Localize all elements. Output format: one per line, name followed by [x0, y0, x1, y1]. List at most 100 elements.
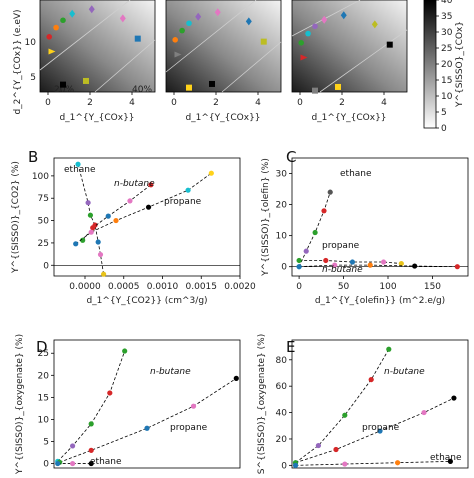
data-point: [97, 251, 104, 258]
top-marker: [371, 20, 378, 29]
top-marker: [48, 48, 56, 55]
data-point: [105, 213, 111, 219]
data-point: [368, 376, 374, 383]
colorbar-tick-label: 40: [441, 0, 453, 6]
ytick-label: 50: [38, 217, 50, 227]
top-ytick-10: 10: [25, 38, 37, 48]
data-point: [75, 161, 81, 167]
xtick-label: 2: [339, 98, 345, 108]
top-marker: [245, 17, 252, 26]
panel-letter-b: B: [28, 148, 38, 166]
contour-line: [94, 39, 156, 93]
ytick-label: 5: [43, 438, 49, 448]
contour-label-40: 40%: [132, 85, 152, 95]
xtick-label: 4: [381, 98, 387, 108]
series-annotation: propane: [322, 241, 360, 251]
contour-line: [319, 29, 408, 93]
xtick-label: 0: [297, 98, 303, 108]
chart-d: 0 5 10 15 20 25 Y^{(SISSO)}_{oxygenate} (%) n-b…: [15, 334, 241, 475]
xtick-label: 0.0020: [224, 282, 256, 292]
xtick-label: 2: [213, 98, 219, 108]
xtick-label: 4: [129, 98, 135, 108]
xtick-label: 2: [87, 98, 93, 108]
top-marker: [174, 51, 182, 58]
top-marker: [195, 12, 202, 21]
contour-label-20: 20%: [54, 85, 74, 95]
ytick-label: 80: [276, 356, 288, 366]
top-ylabel: d_2^{Y_{COx}} (e.eV): [13, 9, 23, 114]
data-point: [88, 460, 94, 467]
series-line: [59, 378, 237, 463]
top-marker: [186, 20, 192, 27]
y-axis-label: Y^{(SISSO)}_{oxygenate} (%): [15, 334, 25, 474]
series-annotation: ethane: [340, 169, 372, 179]
y-axis-label: Y^{(SISSO)}_{CO2} (%): [11, 161, 21, 274]
data-point: [85, 200, 91, 206]
series-line: [295, 461, 451, 466]
xtick-label: 0.0010: [147, 282, 179, 292]
xtick-label: 150: [424, 282, 441, 292]
plot-frame: [53, 157, 241, 277]
top-row-xticks: 0 2 4 0 2 4 0 2 4: [45, 92, 387, 108]
data-point: [332, 262, 338, 268]
ytick-label: 20: [276, 435, 288, 445]
series-line: [298, 192, 331, 267]
colorbar-tick-label: 30: [441, 28, 453, 38]
data-point: [88, 421, 94, 427]
data-point: [88, 229, 94, 235]
ytick-label: 25: [38, 349, 49, 359]
colorbar-tick-label: 35: [441, 12, 452, 22]
series-annotation: n-butane: [150, 367, 191, 377]
top-marker: [186, 84, 192, 91]
panel-letter-e: E: [286, 338, 295, 356]
top-marker: [321, 15, 328, 24]
data-point: [144, 425, 150, 431]
xtick-label: 0: [45, 98, 51, 108]
data-point: [315, 442, 321, 449]
top-marker: [209, 80, 215, 87]
series-annotation: ethane: [64, 165, 96, 175]
series-annotation: ethane: [90, 457, 122, 467]
top-xlabel: d_1^{Y_{COx}}: [185, 113, 260, 123]
data-point: [386, 346, 392, 352]
data-point: [145, 204, 152, 210]
series-annotation: propane: [164, 197, 202, 207]
data-point: [342, 461, 348, 467]
colorbar-tick-label: 20: [441, 60, 453, 70]
data-point: [190, 403, 197, 409]
xtick-label: 50: [338, 282, 350, 292]
colorbar-tick-label: 25: [441, 44, 452, 54]
ytick-label: 0: [43, 261, 49, 271]
top-marker: [300, 54, 308, 61]
colorbar: [423, 0, 437, 129]
data-point: [349, 259, 356, 265]
chart-b: 0 25 50 75 100 0.0000 0.0005 0.0010 0.0015 0.0020…: [11, 157, 256, 306]
top-marker: [298, 40, 305, 46]
top-marker: [60, 81, 66, 88]
series-annotation: n-butane: [114, 179, 155, 189]
data-point: [451, 395, 457, 401]
contour-line: [221, 41, 282, 93]
series-annotation: n-butane: [322, 265, 363, 275]
data-point: [292, 462, 299, 468]
top-marker: [340, 11, 347, 20]
data-point: [70, 460, 76, 467]
data-point: [412, 263, 418, 269]
colorbar-tick-label: 5: [441, 108, 447, 118]
data-point: [380, 259, 387, 265]
ytick-label: 100: [32, 172, 49, 182]
y-axis-label: S^{(SISSO)}_{oxygenate} (%): [257, 334, 267, 474]
data-point: [88, 447, 94, 453]
data-point: [342, 412, 348, 418]
data-point: [303, 248, 309, 254]
data-point: [107, 390, 113, 396]
data-point: [321, 208, 327, 214]
top-row-markers: [46, 5, 393, 94]
data-point: [90, 225, 96, 231]
data-point: [70, 443, 76, 449]
data-point: [454, 264, 460, 270]
data-point: [87, 212, 94, 218]
top-marker: [386, 41, 393, 48]
series-annotation: propane: [362, 423, 400, 433]
plot-frame: [53, 339, 241, 469]
